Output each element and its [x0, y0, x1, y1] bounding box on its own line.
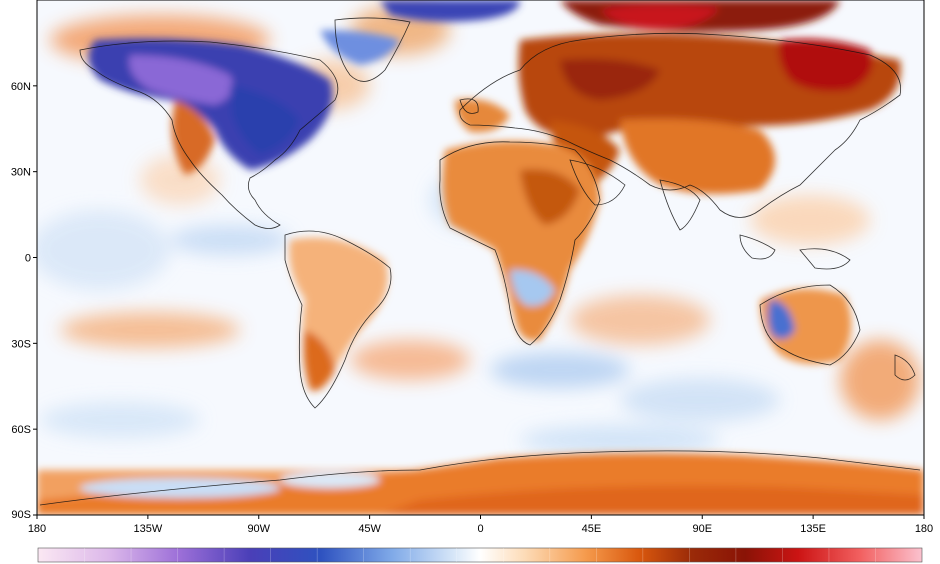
colorbar-bins [84, 548, 876, 562]
lon-tick-label: 135E [800, 523, 826, 535]
lon-tick-label: 45W [358, 523, 381, 535]
latitude-axis: 60N 30N 0 30S 60S 90S [11, 81, 37, 521]
map-field [37, 0, 924, 515]
lat-tick-label: 60S [11, 424, 31, 436]
lat-tick-label: 30N [11, 167, 31, 179]
lat-tick-label: 0 [25, 253, 31, 265]
lon-tick-label: 45E [582, 523, 602, 535]
lon-tick-label: 90W [247, 523, 270, 535]
colorbar-gradient [37, 547, 923, 563]
lon-tick-label: 180 [915, 523, 933, 535]
lat-tick-label: 30S [11, 338, 31, 350]
coastlines [39, 17, 921, 506]
lat-tick-label: 90S [11, 509, 31, 521]
lon-tick-label: 135W [134, 523, 163, 535]
lon-tick-label: 0 [477, 523, 483, 535]
colorbar [37, 547, 923, 563]
lon-tick-label: 180 [28, 523, 46, 535]
lon-tick-label: 90E [692, 523, 712, 535]
lat-tick-label: 60N [11, 81, 31, 93]
longitude-axis: 180 135W 90W 45W 0 45E 90E 135E 180 [28, 515, 933, 535]
